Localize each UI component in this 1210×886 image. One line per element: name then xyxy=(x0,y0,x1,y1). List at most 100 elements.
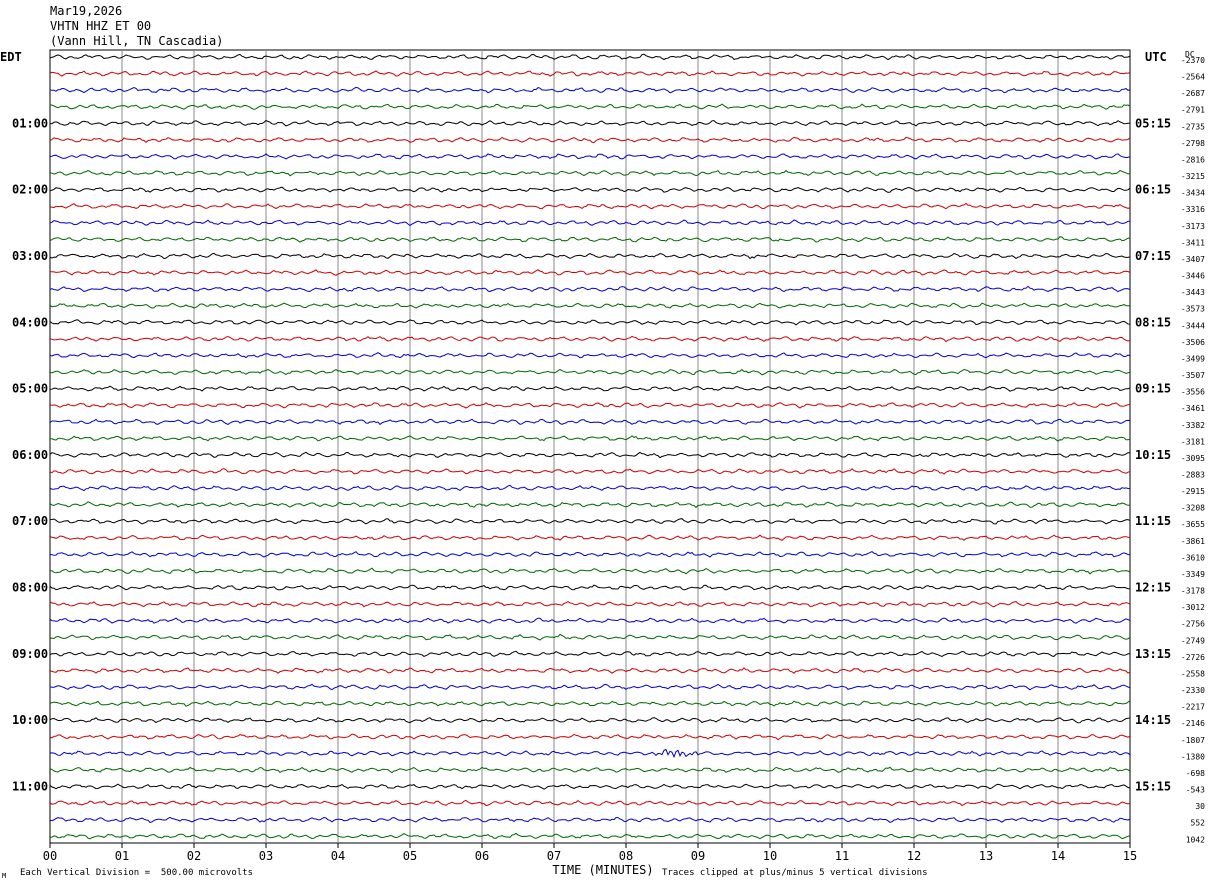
right-hour-label: 11:15 xyxy=(1135,514,1171,528)
trace-line xyxy=(49,103,1131,110)
dc-offset-label: -2146 xyxy=(1181,719,1205,728)
right-hour-label: 05:15 xyxy=(1135,116,1171,130)
x-tick-label: 07 xyxy=(547,849,561,863)
dc-offset-label: -2330 xyxy=(1181,686,1205,695)
right-hour-label: 14:15 xyxy=(1135,713,1171,727)
scale-note: Each Vertical Division = 500.00 microvol… xyxy=(20,868,253,878)
right-hour-label: 06:15 xyxy=(1135,183,1171,197)
header-location: (Vann Hill, TN Cascadia) xyxy=(50,34,224,48)
left-hour-label: 06:00 xyxy=(12,448,48,462)
right-hour-label: 13:15 xyxy=(1135,647,1171,661)
dc-offset-label: -2564 xyxy=(1181,73,1205,82)
trace-line xyxy=(49,748,1131,759)
dc-offset-label: -2749 xyxy=(1181,636,1205,645)
trace-line xyxy=(49,468,1131,475)
corner-mark: M xyxy=(2,872,7,880)
dc-offset-label: -3208 xyxy=(1181,504,1205,513)
left-hour-label: 11:00 xyxy=(12,780,48,794)
dc-offset-label: -3499 xyxy=(1181,354,1205,363)
dc-offset-label: 30 xyxy=(1195,802,1205,811)
x-tick-label: 10 xyxy=(763,849,777,863)
dc-offset-label: -3382 xyxy=(1181,421,1205,430)
trace-line xyxy=(49,700,1131,707)
left-timezone-label: EDT xyxy=(0,50,22,64)
trace-line xyxy=(49,683,1131,691)
trace-line xyxy=(49,368,1131,376)
trace-line xyxy=(49,186,1131,193)
trace-line xyxy=(49,402,1130,409)
dc-offset-label: -2791 xyxy=(1181,106,1205,115)
trace-line xyxy=(49,534,1131,541)
left-hour-label: 10:00 xyxy=(12,713,48,727)
trace-line xyxy=(49,202,1131,210)
x-tick-label: 14 xyxy=(1051,849,1065,863)
dc-offset-label: -2756 xyxy=(1181,620,1205,629)
dc-offset-label: -3411 xyxy=(1181,238,1205,247)
dc-offset-label: -3215 xyxy=(1181,172,1205,181)
dc-offset-label: -3012 xyxy=(1181,603,1205,612)
dc-offset-label: -3861 xyxy=(1181,537,1205,546)
right-timezone-label: UTC xyxy=(1145,50,1167,64)
trace-line xyxy=(49,551,1131,558)
trace-line xyxy=(49,567,1131,575)
x-tick-label: 02 xyxy=(187,849,201,863)
left-hour-label: 05:00 xyxy=(12,382,48,396)
left-hour-label: 07:00 xyxy=(12,514,48,528)
dc-offset-label: -543 xyxy=(1186,786,1205,795)
x-tick-labels: 00 01 02 03 04 05 06 07 08 09 10 11 12 13 14 15 xyxy=(43,843,1137,863)
trace-line xyxy=(49,153,1131,160)
dc-offset-label: -2217 xyxy=(1181,703,1205,712)
trace-line xyxy=(49,119,1130,127)
x-tick-label: 03 xyxy=(259,849,273,863)
trace-line xyxy=(49,717,1131,724)
x-tick-label: 00 xyxy=(43,849,57,863)
trace-line xyxy=(49,451,1131,459)
dc-offset-label: -3349 xyxy=(1181,570,1205,579)
dc-offset-label: -2687 xyxy=(1181,89,1205,98)
clip-note: Traces clipped at plus/minus 5 vertical … xyxy=(662,868,928,878)
trace-line xyxy=(49,501,1131,509)
dc-offset-label: -1807 xyxy=(1181,736,1205,745)
trace-line xyxy=(49,169,1131,177)
dc-offset-label: -3443 xyxy=(1181,288,1205,297)
dc-offset-label: -3556 xyxy=(1181,388,1205,397)
trace-line xyxy=(50,816,1131,823)
left-hour-label: 02:00 xyxy=(12,183,48,197)
x-axis-label: TIME (MINUTES) xyxy=(552,863,653,877)
trace-line xyxy=(49,302,1130,309)
left-hour-label: 03:00 xyxy=(12,249,48,263)
dc-offset-label: -2370 xyxy=(1181,56,1205,65)
left-hour-label: 08:00 xyxy=(12,581,48,595)
right-hour-label: 10:15 xyxy=(1135,448,1171,462)
trace-line xyxy=(49,285,1131,293)
x-tick-label: 11 xyxy=(835,849,849,863)
dc-offset-label: -3610 xyxy=(1181,553,1205,562)
header-date: Mar19,2026 xyxy=(50,4,123,18)
dc-offset-label: -2558 xyxy=(1181,669,1205,678)
trace-line xyxy=(49,70,1131,77)
trace-line xyxy=(49,601,1131,608)
trace-line xyxy=(49,385,1131,392)
dc-offset-label: -3655 xyxy=(1181,520,1205,529)
right-hour-label: 12:15 xyxy=(1135,581,1171,595)
right-hour-label: 07:15 xyxy=(1135,249,1171,263)
x-tick-label: 09 xyxy=(691,849,705,863)
right-hour-label: 08:15 xyxy=(1135,315,1171,329)
dc-offset-label: -2726 xyxy=(1181,653,1205,662)
trace-line xyxy=(49,86,1131,94)
left-hour-label: 09:00 xyxy=(12,647,48,661)
x-tick-label: 04 xyxy=(331,849,345,863)
dc-offset-label: -3507 xyxy=(1181,371,1205,380)
dc-offset-label: -3095 xyxy=(1181,454,1205,463)
trace-line xyxy=(49,667,1131,674)
left-hour-label: 01:00 xyxy=(12,116,48,130)
trace-line xyxy=(49,219,1131,227)
dc-offset-label: -2798 xyxy=(1181,139,1205,148)
trace-line xyxy=(49,783,1131,790)
trace-line xyxy=(49,435,1131,442)
dc-offset-label: -2883 xyxy=(1181,471,1205,480)
dc-offset-label: -3316 xyxy=(1181,205,1205,214)
trace-line xyxy=(49,269,1131,276)
dc-offset-label: -698 xyxy=(1186,769,1205,778)
